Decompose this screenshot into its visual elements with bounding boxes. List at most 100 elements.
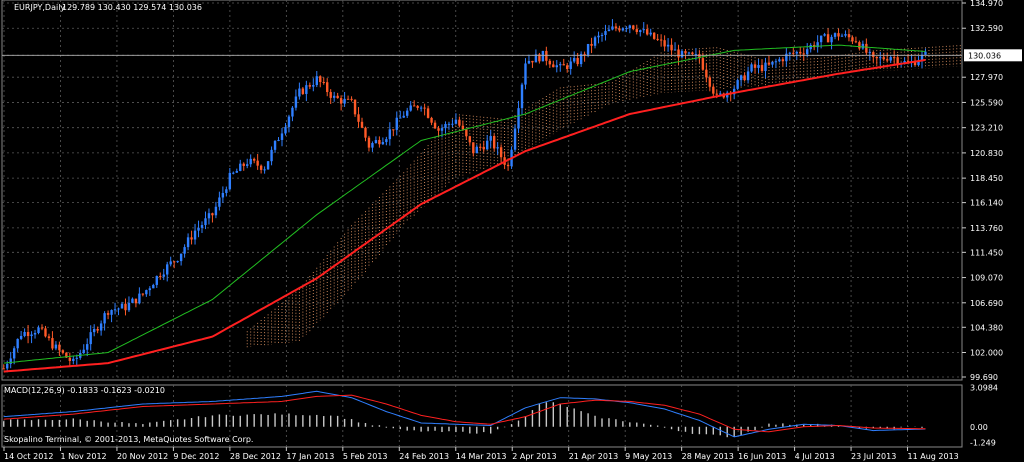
candle-body	[280, 133, 284, 140]
price-tick-label: 123.210	[970, 124, 1003, 133]
candle-body	[823, 34, 826, 36]
candle-body	[691, 52, 694, 55]
candle-body	[513, 128, 517, 150]
candle-body	[632, 25, 635, 30]
candle-body	[353, 99, 357, 115]
candle-body	[458, 119, 461, 126]
candle-body	[339, 98, 343, 104]
candle-body	[465, 129, 468, 137]
date-tick-label: 17 Jan 2013	[286, 452, 334, 461]
candle-body	[204, 218, 207, 226]
candle-body	[785, 53, 788, 62]
candle-body	[806, 49, 809, 55]
candle-body	[186, 237, 190, 248]
candle-body	[117, 308, 120, 310]
candle-body	[315, 76, 318, 86]
candle-body	[719, 93, 722, 95]
candle-body	[131, 298, 134, 303]
candle-body	[346, 98, 350, 100]
candle-body	[388, 129, 392, 140]
candle-body	[277, 139, 280, 141]
candle-body	[371, 143, 374, 148]
price-tick-label: 125.590	[970, 98, 1003, 107]
candle-body	[475, 146, 478, 154]
date-tick-label: 16 Jun 2013	[738, 452, 786, 461]
candle-body	[190, 237, 193, 240]
candle-body	[120, 303, 124, 309]
candle-body	[618, 28, 621, 31]
grid	[1, 0, 963, 448]
candle-body	[732, 88, 736, 95]
candle-body	[865, 43, 868, 53]
price-tick-label: 116.140	[970, 199, 1003, 208]
candle-body	[440, 128, 444, 131]
macd-label: MACD(12,26,9) -0.1833 -0.1623 -0.0210	[4, 386, 165, 395]
candle-body	[656, 38, 659, 40]
candle-body	[872, 52, 875, 58]
chart-symbol: EURJPY,Daily	[14, 3, 65, 12]
candle-body	[127, 302, 131, 311]
candle-body	[252, 158, 256, 161]
candle-body	[545, 50, 548, 61]
candle-body	[30, 334, 33, 337]
date-tick-label: 9 May 2013	[625, 452, 672, 461]
candle-body	[663, 40, 666, 47]
candle-body	[235, 170, 238, 173]
candle-body	[287, 116, 291, 127]
date-tick-label: 21 Apr 2013	[569, 452, 618, 461]
candle-body	[326, 82, 329, 93]
candle-body	[12, 348, 16, 359]
candle-body	[555, 65, 558, 68]
candle-body	[611, 26, 614, 30]
candle-body	[89, 332, 92, 345]
candle-body	[837, 33, 840, 37]
candle-body	[124, 303, 127, 311]
candle-body	[743, 75, 746, 81]
candle-body	[586, 43, 590, 55]
candle-body	[646, 29, 649, 35]
candle-body	[875, 57, 878, 59]
candle-body	[113, 309, 117, 311]
price-tick-label: 104.380	[970, 323, 1003, 332]
macd-tick-label: 3.0984	[970, 384, 998, 393]
candle-body	[538, 54, 541, 62]
candle-body	[903, 60, 906, 64]
candle-body	[816, 42, 819, 48]
candle-body	[399, 117, 402, 119]
candle-body	[534, 54, 538, 63]
candle-body	[9, 358, 12, 364]
candle-body	[51, 338, 54, 349]
candle-body	[889, 57, 892, 61]
date-tick-label: 11 Aug 2013	[908, 452, 959, 461]
candle-body	[162, 274, 165, 277]
date-tick-label: 23 Jul 2013	[851, 452, 896, 461]
candle-body	[861, 43, 865, 49]
candle-body	[58, 344, 61, 351]
candle-body	[239, 163, 242, 171]
candle-body	[232, 172, 235, 174]
candle-body	[402, 115, 405, 118]
candle-body	[103, 313, 106, 324]
date-tick-label: 20 Nov 2012	[117, 452, 168, 461]
candle-body	[183, 247, 186, 254]
candle-body	[830, 36, 833, 43]
candle-body	[406, 110, 409, 116]
macd-tick-label: 0.00	[970, 423, 988, 432]
candle-body	[294, 96, 298, 108]
candle-body	[44, 328, 47, 337]
macd-line	[3, 390, 926, 438]
candle-body	[792, 52, 795, 54]
candle-body	[385, 139, 388, 143]
candle-body	[486, 140, 489, 150]
candle-body	[531, 60, 534, 63]
candle-body	[61, 350, 65, 353]
candle-body	[687, 52, 691, 54]
candle-body	[666, 44, 670, 47]
candle-body	[886, 59, 889, 61]
candle-body	[392, 129, 395, 131]
candle-body	[291, 107, 294, 117]
candle-body	[854, 41, 858, 43]
candle-body	[778, 59, 781, 62]
candle-body	[913, 61, 917, 66]
date-tick-label: 2 Apr 2013	[512, 452, 556, 461]
